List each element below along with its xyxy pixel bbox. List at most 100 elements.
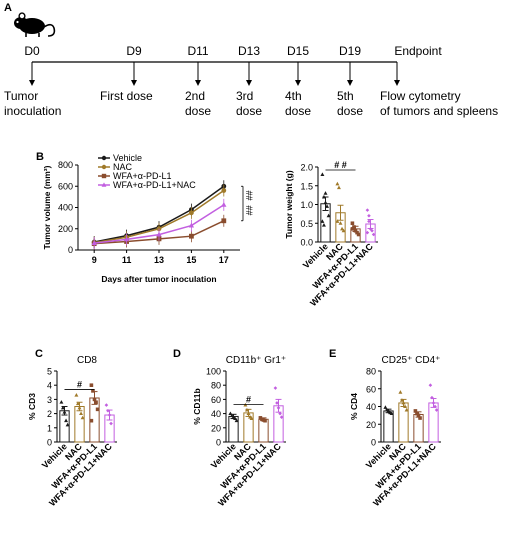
data-point [398, 390, 403, 394]
data-point [94, 400, 98, 405]
data-point [416, 413, 421, 418]
data-point [221, 188, 227, 193]
timeline-event-label: dose [285, 104, 311, 118]
y-tick-label: 5 [47, 367, 52, 377]
y-tick-label: 1.0 [300, 200, 313, 210]
timeline-event-label: dose [236, 104, 262, 118]
y-tick-label: 2.0 [300, 163, 313, 173]
data-point [321, 194, 326, 199]
mouse-icon [14, 12, 56, 37]
legend-marker [101, 173, 107, 179]
legend-marker [101, 182, 107, 187]
data-point [221, 201, 227, 207]
x-tick-label: 13 [154, 255, 164, 265]
legend-entry: WFA+α-PD-L1 [113, 171, 171, 181]
data-point [279, 415, 284, 419]
timeline-day-label: D15 [287, 44, 309, 58]
x-tick-label: 15 [186, 255, 196, 265]
timeline-arrowhead [246, 80, 252, 86]
y-axis-title: % CD11b [192, 388, 202, 424]
mouse-ear-inner [19, 13, 25, 19]
y-tick-label: 80 [211, 381, 221, 391]
y-axis-title: % CD3 [27, 393, 37, 420]
data-point [325, 204, 330, 208]
data-point [234, 418, 239, 423]
y-tick-label: 0.0 [300, 238, 313, 248]
data-point [399, 398, 404, 402]
timeline-event-label: 2nd [185, 89, 205, 103]
y-tick-label: 20 [366, 420, 376, 430]
data-point [418, 416, 422, 420]
data-point [401, 400, 406, 405]
y-tick-label: 1.5 [300, 181, 313, 191]
x-axis-title: Days after tumor inoculation [101, 274, 216, 284]
data-point [249, 416, 254, 421]
data-point [353, 228, 358, 233]
data-point [273, 386, 278, 390]
timeline-event-label: dose [185, 104, 211, 118]
panel-label-b: B [36, 151, 44, 163]
legend-entry: WFA+α-PD-L1+NAC [113, 180, 196, 190]
y-tick-label: 20 [211, 423, 221, 433]
timeline-event-label: 4th [285, 89, 302, 103]
timeline-event-label: Tumor [4, 89, 38, 103]
data-point [386, 408, 391, 413]
x-tick-label: 17 [219, 255, 229, 265]
data-point [341, 228, 346, 233]
data-point [188, 222, 195, 228]
timeline-event-label: 5th [337, 89, 354, 103]
significance-mark: # [77, 379, 82, 389]
panel-label: E [329, 348, 336, 360]
timeline-arrowhead [347, 80, 353, 86]
timeline-day-label: D9 [126, 44, 142, 58]
data-point [365, 230, 370, 235]
y-axis-title: % CD4 [349, 393, 359, 420]
y-tick-label: 60 [211, 395, 221, 405]
data-point [91, 389, 95, 393]
data-point [433, 404, 437, 409]
data-point [403, 404, 408, 408]
y-tick-label: 1 [47, 423, 52, 433]
timeline-endpoint-event: Flow cytometry [380, 89, 461, 103]
timeline-arrowhead [295, 80, 301, 86]
y-tick-label: 0 [371, 438, 376, 448]
data-point [92, 397, 97, 402]
data-point [431, 401, 436, 405]
data-point [109, 421, 113, 426]
y-tick-label: 600 [58, 181, 73, 191]
data-point [106, 408, 110, 413]
y-tick-label: 40 [366, 402, 376, 412]
data-point [434, 408, 439, 412]
data-point [77, 405, 82, 410]
x-tick-label: 11 [122, 255, 132, 265]
data-point [338, 221, 343, 225]
timeline-event-label: 3rd [236, 89, 253, 103]
data-point [404, 407, 409, 412]
bar [258, 418, 269, 443]
y-tick-label: 800 [58, 160, 73, 170]
data-point [350, 221, 355, 226]
timeline-arrowhead [131, 80, 137, 86]
chart-title: CD8 [77, 355, 97, 366]
data-point [323, 200, 328, 205]
timeline-arrowhead [394, 80, 400, 86]
data-point [367, 213, 371, 218]
legend-marker [101, 155, 107, 161]
data-point [356, 232, 361, 237]
timeline-endpoint-label: Endpoint [394, 44, 442, 58]
data-point [320, 172, 325, 176]
data-point [335, 219, 340, 223]
data-point [352, 225, 356, 229]
timeline-event-label: First dose [100, 89, 153, 103]
timeline-arrowhead [195, 80, 201, 86]
data-point [244, 407, 249, 412]
data-point [370, 228, 374, 233]
y-tick-label: 3 [47, 395, 52, 405]
data-point [320, 219, 325, 223]
panel-label: C [35, 348, 43, 360]
legend-marker [101, 164, 107, 170]
data-point [60, 405, 65, 410]
